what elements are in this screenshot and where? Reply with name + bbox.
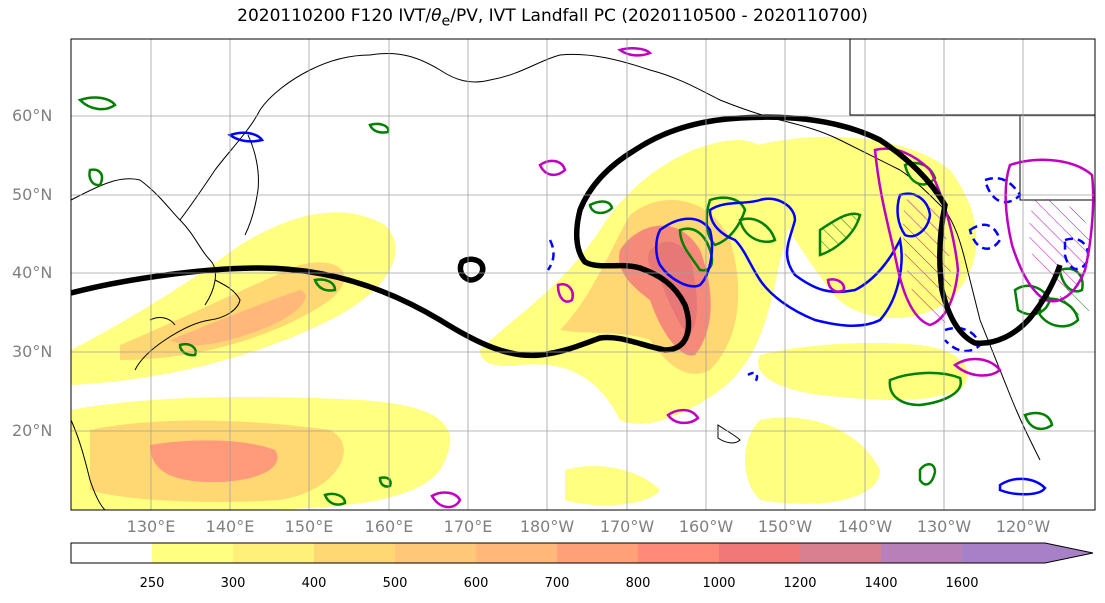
colorbar-tick-label: 250 [139,576,165,591]
colorbar-segment [557,543,638,563]
lat-label: 20°N [12,421,53,440]
lon-label: 160°W [678,517,734,536]
lon-label: 180°W [519,517,575,536]
colorbar-segment [152,543,233,563]
lon-label: 170°E [443,517,493,536]
colorbar-tick-label: 700 [544,576,570,591]
colorbar-tick-label: 300 [220,576,246,591]
colorbar-segment [800,543,881,563]
lon-label: 150°E [284,517,334,536]
lon-label: 170°W [599,517,655,536]
colorbar-segment [476,543,557,563]
colorbar-tick-label: 800 [625,576,651,591]
coastlines [71,39,1095,510]
lon-label: 130°E [126,517,176,536]
colorbar-tick-label: 1000 [702,576,736,591]
colorbar-segment [233,543,314,563]
map-title: 2020110200 F120 IVT/θe/PV, IVT Landfall … [237,6,868,30]
colorbar-segment [719,543,800,563]
colorbar-extend-arrow [962,543,1093,563]
colorbar-segment [395,543,476,563]
colorbar [70,542,1094,564]
lon-label: 140°W [837,517,893,536]
map-frame [70,38,1096,511]
lon-label: 130°W [916,517,972,536]
colorbar-tick-label: 1400 [864,576,898,591]
lon-label: 160°E [364,517,414,536]
lat-label: 50°N [12,185,53,204]
lat-label: 30°N [12,342,53,361]
colorbar-segment [314,543,395,563]
colorbar-segment [638,543,719,563]
ivt-shading [71,136,977,510]
hatched-regions [820,198,1091,324]
colorbar-tick-label: 500 [382,576,408,591]
lat-label: 60°N [12,106,53,125]
gridlines [71,39,1095,510]
colorbar-tick-label: 400 [301,576,327,591]
colorbar-tick-label: 1200 [783,576,817,591]
colorbar-segment [881,543,962,563]
colorbar-tick-label: 1600 [945,576,979,591]
colorbar-tick-label: 600 [463,576,489,591]
lon-label: 140°E [205,517,255,536]
lat-label: 40°N [12,263,53,282]
lon-label: 150°W [757,517,813,536]
lon-label: 120°W [995,517,1051,536]
